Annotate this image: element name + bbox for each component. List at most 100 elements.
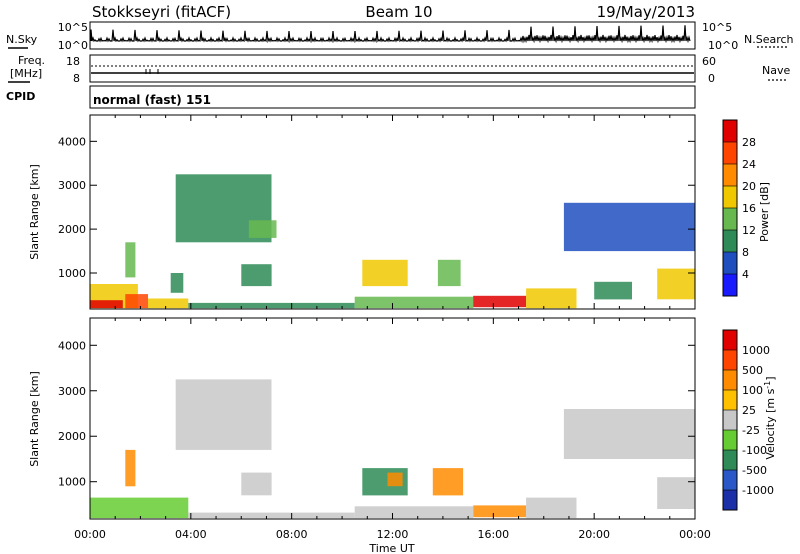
velocity-colorbar-swatch [723,410,737,431]
velocity-ytick-label: 3000 [58,385,86,398]
nsearch-tick-top: 10^5 [702,21,732,34]
power-region [526,288,577,309]
power-region [473,295,527,308]
velocity-ytick-label: 2000 [58,430,86,443]
power-region [362,259,408,287]
x-tick-label: 20:00 [578,528,610,541]
nsearch-label: N.Search [744,33,794,46]
x-tick-label: 16:00 [477,528,509,541]
velocity-region [387,472,403,487]
nsky-series [90,25,691,44]
x-tick-labels: 00:00 04:00 08:00 12:00 16:00 20:00 00:00 [74,528,711,541]
velocity-heatmap [90,379,695,519]
nave-tick-top: 60 [702,55,716,68]
velocity-colorbar-swatch [723,430,737,451]
power-ytick-label: 3000 [58,179,86,192]
x-tick-label: 00:00 [679,528,711,541]
power-colorbar-swatch [723,120,737,143]
velocity-region [526,497,577,519]
velocity-label-close: ] [764,376,777,380]
freq-label-1: Freq. [18,54,45,67]
velocity-colorbar-swatch [723,470,737,491]
velocity-region [175,379,272,450]
velocity-region [563,409,695,459]
velocity-colorbar-tick-label: -1000 [742,484,774,497]
nsky-tick-bottom: 10^0 [58,39,88,52]
power-colorbar: 28 24 20 16 12 8 4 [722,119,756,297]
power-region [241,264,272,287]
velocity-colorbar-swatch [723,350,737,371]
velocity-colorbar-tick-label: -25 [742,424,760,437]
velocity-ytick-label: 1000 [58,476,86,489]
nsky-tick-top: 10^5 [58,21,88,34]
velocity-ytick-label: 4000 [58,339,86,352]
power-region [125,242,136,278]
power-colorbar-swatch [723,164,737,187]
power-axes: 4000 3000 2000 1000 [58,115,696,309]
power-colorbar-tick-label: 28 [742,136,756,149]
power-region [563,202,695,252]
power-heatmap [90,174,695,309]
power-colorbar-tick-label: 8 [742,246,749,259]
station-title: Stokkseyri (fitACF) [92,3,231,21]
power-colorbar-swatch [723,186,737,209]
power-colorbar-tick-label: 16 [742,202,756,215]
power-colorbar-swatch [723,252,737,275]
power-region [437,259,461,287]
freq-label-2: [MHz] [10,67,42,80]
nsearch-tick-bottom: 10^0 [708,39,738,52]
velocity-colorbar-swatch [723,450,737,471]
power-colorbar-swatch [723,230,737,253]
power-region [248,220,277,238]
velocity-colorbar-tick-label: -500 [742,464,767,477]
x-tick-label: 00:00 [74,528,106,541]
velocity-label-sup: -1 [763,381,772,389]
velocity-label-main: Velocity [m s [764,388,777,459]
power-region [657,268,695,300]
velocity-region [188,512,355,519]
cpid-label: CPID [6,90,35,103]
velocity-ylabel: Slant Range [km] [28,371,41,467]
velocity-colorbar-label: Velocity [m s-1] [763,376,777,459]
velocity-axes: 4000 3000 2000 1000 [58,318,696,519]
power-colorbar-tick-label: 20 [742,180,756,193]
power-colorbar-tick-label: 4 [742,268,749,281]
power-region [170,273,184,293]
velocity-region [432,468,464,496]
velocity-region [473,505,527,518]
nsky-panel [89,21,696,50]
power-ylabel: Slant Range [km] [28,164,41,260]
velocity-colorbar-swatch [723,370,737,391]
freq-panel [89,54,696,83]
velocity-colorbar-frame [722,329,738,511]
power-colorbar-tick-label: 12 [742,224,756,237]
velocity-colorbar-tick-label: 25 [742,404,756,417]
freq-tick-top: 18 [66,55,80,68]
velocity-region [90,497,189,519]
velocity-region [657,477,695,509]
power-colorbar-tick-label: 24 [742,158,756,171]
velocity-colorbar-tick-label: 1000 [742,344,770,357]
power-colorbar-swatch [723,142,737,165]
power-ytick-label: 4000 [58,135,86,148]
power-colorbar-label: Power [dB] [758,182,771,242]
velocity-region [354,506,474,519]
power-colorbar-swatch [723,208,737,231]
power-ytick-label: 1000 [58,267,86,280]
nsky-label: N.Sky [6,33,38,46]
power-ytick-label: 2000 [58,223,86,236]
power-region [90,300,123,309]
cpid-panel [89,85,696,109]
velocity-region [125,449,136,487]
power-region [188,302,355,309]
velocity-colorbar-swatch [723,490,737,511]
velocity-region [241,472,272,496]
velocity-colorbar-tick-label: 500 [742,364,763,377]
power-region [354,296,474,309]
velocity-colorbar-tick-label: 100 [742,384,763,397]
power-region [148,298,189,309]
cpid-mode: normal (fast) 151 [93,93,211,107]
nave-label: Nave [762,64,790,77]
velocity-colorbar-swatch [723,390,737,411]
